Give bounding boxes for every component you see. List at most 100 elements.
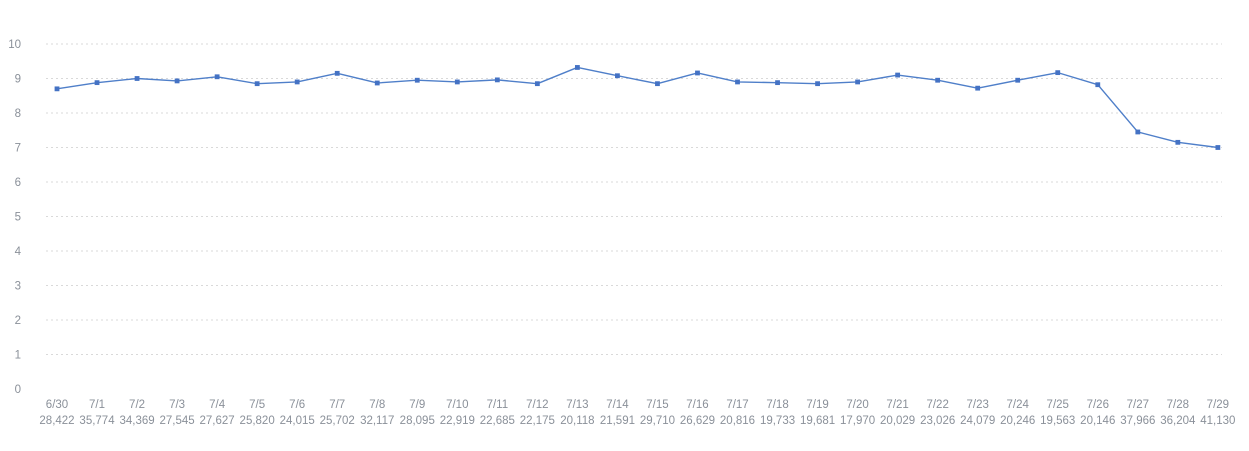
data-point-marker[interactable] bbox=[1095, 82, 1101, 88]
data-point-marker[interactable] bbox=[815, 81, 820, 87]
x-axis-date-label: 7/26 bbox=[1087, 399, 1109, 411]
x-axis-value-label: 19,563 bbox=[1040, 415, 1075, 427]
x-axis-date-label: 7/7 bbox=[329, 399, 345, 411]
x-axis-date-label: 7/16 bbox=[686, 399, 708, 411]
x-axis-value-label: 23,026 bbox=[920, 415, 955, 427]
data-point-marker[interactable] bbox=[1175, 139, 1181, 145]
x-axis-value-label: 34,369 bbox=[119, 415, 154, 427]
x-axis-date-label: 7/10 bbox=[446, 399, 468, 411]
x-axis-value-label: 36,204 bbox=[1160, 415, 1196, 427]
series-line bbox=[56, 66, 1218, 149]
data-point-marker[interactable] bbox=[574, 65, 580, 70]
x-axis-value-label: 26,629 bbox=[680, 415, 715, 427]
x-axis-value-label: 24,079 bbox=[960, 415, 995, 427]
x-axis-date-label: 7/27 bbox=[1127, 399, 1149, 411]
x-axis-date-label: 7/4 bbox=[209, 399, 226, 411]
data-point-marker[interactable] bbox=[1055, 70, 1061, 76]
y-axis-tick-label: 10 bbox=[8, 39, 21, 51]
x-axis-date-label: 7/19 bbox=[806, 399, 828, 411]
data-point-marker[interactable] bbox=[374, 80, 380, 86]
x-axis-value-label: 19,681 bbox=[800, 415, 835, 427]
data-point-marker[interactable] bbox=[54, 86, 60, 92]
x-axis-date-label: 6/30 bbox=[46, 399, 68, 411]
x-axis-value-label: 28,095 bbox=[400, 415, 435, 427]
data-point-marker[interactable] bbox=[454, 79, 460, 85]
y-axis-tick-label: 3 bbox=[15, 281, 21, 293]
x-axis-value-label: 20,816 bbox=[720, 415, 755, 427]
y-axis-tick-label: 1 bbox=[15, 350, 21, 362]
data-point-marker[interactable] bbox=[935, 77, 941, 83]
x-axis-value-label: 41,130 bbox=[1200, 415, 1235, 427]
x-axis-value-label: 35,774 bbox=[79, 415, 115, 427]
data-point-marker[interactable] bbox=[494, 77, 500, 83]
x-axis-value-label: 37,966 bbox=[1120, 415, 1155, 427]
x-axis-date-label: 7/9 bbox=[409, 399, 425, 411]
x-axis-value-label: 20,246 bbox=[1000, 415, 1035, 427]
data-point-marker[interactable] bbox=[1015, 77, 1021, 83]
y-axis-tick-label: 7 bbox=[15, 143, 21, 155]
data-point-marker[interactable] bbox=[775, 80, 780, 86]
data-point-marker[interactable] bbox=[655, 81, 660, 87]
x-axis-date-label: 7/11 bbox=[487, 399, 509, 411]
x-axis-date-label: 7/22 bbox=[926, 399, 948, 411]
y-axis-tick-label: 6 bbox=[15, 177, 21, 189]
data-point-marker[interactable] bbox=[1135, 129, 1141, 135]
x-axis-value-label: 27,545 bbox=[159, 415, 194, 427]
data-point-marker[interactable] bbox=[134, 76, 140, 81]
x-axis-value-label: 27,627 bbox=[200, 415, 235, 427]
data-point-marker[interactable] bbox=[334, 70, 340, 76]
data-point-marker[interactable] bbox=[855, 79, 860, 85]
x-axis-date-label: 7/5 bbox=[249, 399, 265, 411]
x-axis-date-label: 7/1 bbox=[89, 399, 105, 411]
x-axis-date-label: 7/8 bbox=[369, 399, 385, 411]
data-point-marker[interactable] bbox=[534, 81, 540, 87]
x-axis-date-label: 7/18 bbox=[766, 399, 788, 411]
data-point-marker[interactable] bbox=[1215, 145, 1221, 150]
x-axis-value-label: 19,733 bbox=[760, 415, 795, 427]
x-axis-value-label: 20,146 bbox=[1080, 415, 1115, 427]
y-axis-tick-label: 5 bbox=[15, 212, 21, 224]
x-axis-value-label: 22,175 bbox=[520, 415, 555, 427]
x-axis-value-label: 20,118 bbox=[560, 415, 594, 427]
data-point-marker[interactable] bbox=[695, 70, 700, 76]
data-point-marker[interactable] bbox=[214, 74, 220, 80]
x-axis-value-label: 17,970 bbox=[840, 415, 875, 427]
x-axis-value-label: 24,015 bbox=[280, 415, 315, 427]
x-axis-date-label: 7/17 bbox=[726, 399, 748, 411]
y-axis-tick-label: 2 bbox=[15, 315, 21, 327]
x-axis-date-label: 7/6 bbox=[289, 399, 305, 411]
x-axis-date-label: 7/24 bbox=[1007, 399, 1030, 411]
data-point-marker[interactable] bbox=[174, 78, 180, 84]
x-axis-date-label: 7/23 bbox=[966, 399, 988, 411]
y-axis-tick-label: 4 bbox=[15, 246, 22, 258]
data-point-marker[interactable] bbox=[735, 79, 740, 85]
data-point-marker[interactable] bbox=[94, 80, 100, 86]
y-axis-tick-label: 0 bbox=[15, 384, 21, 396]
x-axis-date-label: 7/21 bbox=[886, 399, 908, 411]
x-axis-value-label: 22,919 bbox=[440, 415, 475, 427]
data-point-marker[interactable] bbox=[895, 72, 901, 78]
x-axis-value-label: 28,422 bbox=[39, 415, 74, 427]
x-axis-value-label: 29,710 bbox=[640, 415, 675, 427]
x-axis-value-label: 25,702 bbox=[320, 415, 355, 427]
x-axis-date-label: 7/3 bbox=[169, 399, 185, 411]
y-axis-tick-label: 9 bbox=[15, 74, 21, 86]
x-axis-value-label: 32,117 bbox=[360, 415, 394, 427]
x-axis-date-label: 7/13 bbox=[566, 399, 588, 411]
data-point-marker[interactable] bbox=[294, 79, 300, 85]
data-point-marker[interactable] bbox=[254, 81, 260, 87]
x-axis-date-label: 7/25 bbox=[1047, 399, 1069, 411]
data-point-marker[interactable] bbox=[975, 85, 981, 91]
x-axis-value-label: 20,029 bbox=[880, 415, 915, 427]
data-point-marker[interactable] bbox=[615, 73, 620, 79]
x-axis-date-label: 7/28 bbox=[1167, 399, 1189, 411]
x-axis-date-label: 7/12 bbox=[526, 399, 548, 411]
x-axis-date-label: 7/2 bbox=[129, 399, 145, 411]
data-point-marker[interactable] bbox=[414, 77, 420, 83]
x-axis-value-label: 25,820 bbox=[240, 415, 275, 427]
x-axis-date-label: 7/20 bbox=[846, 399, 868, 411]
x-axis-value-label: 21,591 bbox=[600, 415, 635, 427]
y-axis-tick-label: 8 bbox=[15, 108, 21, 120]
